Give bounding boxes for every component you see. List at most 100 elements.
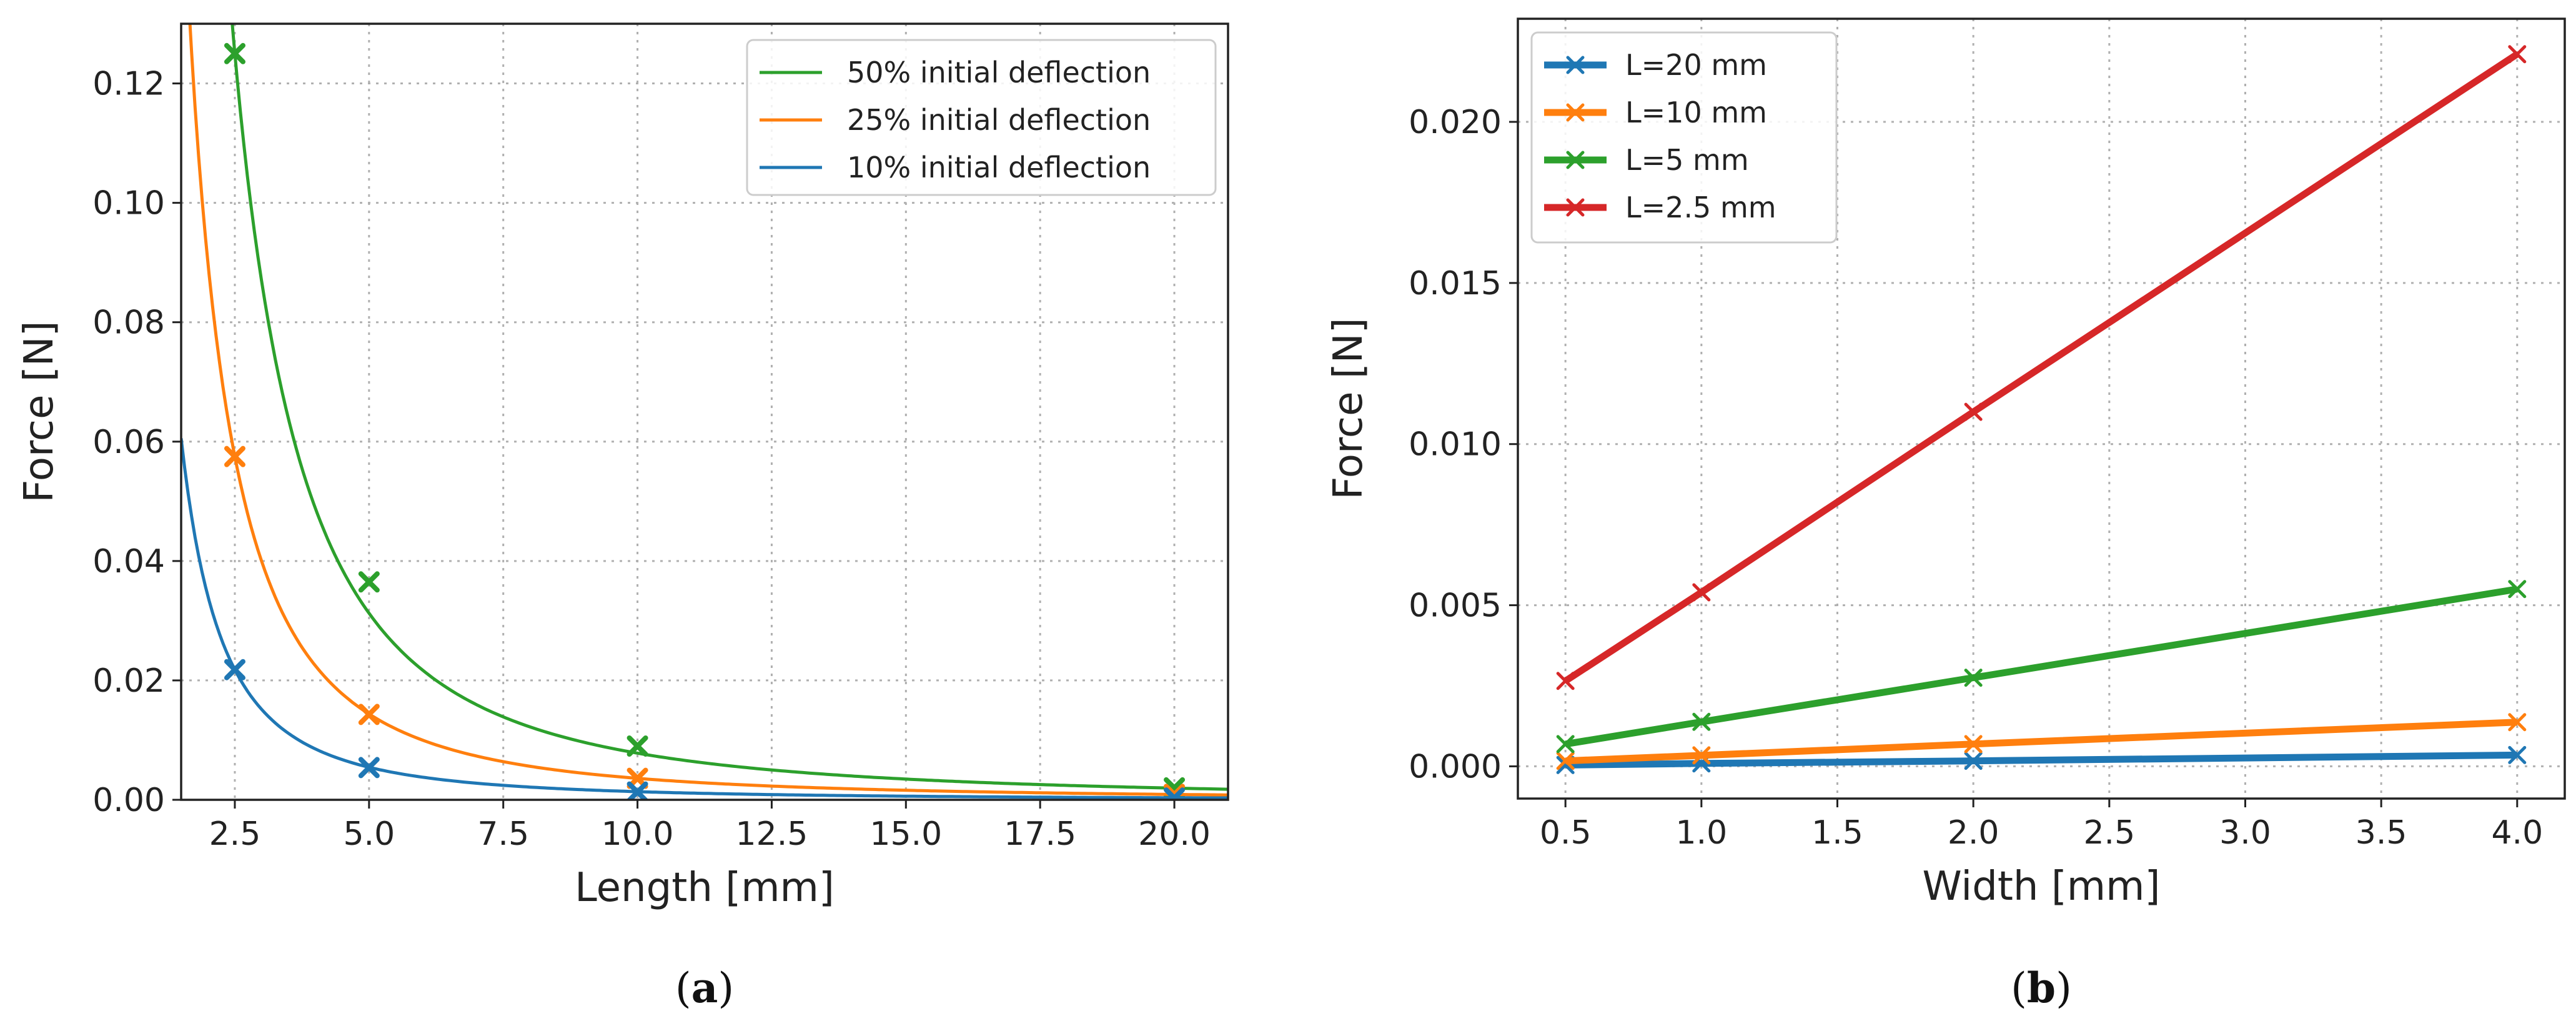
data-point-marker bbox=[1556, 672, 1575, 690]
data-point-marker bbox=[358, 571, 380, 593]
caption-close-paren: ) bbox=[718, 964, 734, 1012]
data-point-marker bbox=[1964, 402, 1983, 421]
data-point-marker-stroke-2 bbox=[1964, 752, 1983, 770]
data-point-marker-stroke-2 bbox=[2508, 580, 2527, 599]
data-point-marker bbox=[224, 659, 245, 680]
data-point-marker bbox=[627, 735, 648, 757]
caption-open-paren: ( bbox=[675, 964, 691, 1012]
y-tick-label: 0.00 bbox=[92, 782, 165, 819]
x-tick-label: 4.0 bbox=[2491, 814, 2543, 852]
panel-caption: (b) bbox=[2011, 964, 2072, 1012]
data-point-marker-stroke-2 bbox=[358, 704, 380, 725]
panel-b-chart: 0.5 1.0 1.5 2.0 2.5 3.0 3.5 4.0 0.000 0.005 0.010 0… bbox=[1325, 17, 2566, 1012]
legend-marker bbox=[1566, 151, 1585, 169]
y-axis-label: Force [N] bbox=[16, 321, 62, 502]
x-tick-label: 7.5 bbox=[477, 815, 529, 853]
data-point-marker-stroke-2 bbox=[1964, 669, 1983, 687]
y-tick-label: 0.000 bbox=[1409, 748, 1502, 785]
panel-caption: (a) bbox=[675, 964, 734, 1012]
x-tick-label: 1.0 bbox=[1675, 814, 1727, 852]
data-point-marker-stroke-2 bbox=[2508, 745, 2527, 764]
data-point-marker-stroke-2 bbox=[627, 735, 648, 757]
x-tick-label: 20.0 bbox=[1138, 815, 1211, 853]
y-tick-label: 0.020 bbox=[1409, 104, 1502, 141]
data-point-marker bbox=[1964, 752, 1983, 770]
data-point-marker bbox=[2508, 45, 2527, 64]
data-point-marker bbox=[2508, 713, 2527, 732]
data-point-marker bbox=[358, 704, 380, 725]
x-tick-label: 3.5 bbox=[2356, 814, 2407, 852]
series-line-3 bbox=[1563, 51, 2519, 684]
plot-area bbox=[1556, 45, 2527, 774]
data-point-marker-stroke-2 bbox=[2508, 45, 2527, 64]
legend-label: L=10 mm bbox=[1625, 96, 1767, 129]
legend-label: 10% initial deflection bbox=[847, 151, 1151, 184]
data-point-marker bbox=[1692, 712, 1711, 731]
y-tick-label: 0.06 bbox=[92, 424, 165, 461]
data-point-marker bbox=[224, 42, 245, 64]
data-point-marker-stroke-2 bbox=[1556, 752, 1575, 770]
x-tick-label: 3.0 bbox=[2219, 814, 2271, 852]
data-point-marker bbox=[2508, 580, 2527, 599]
data-point-marker bbox=[1964, 669, 1983, 687]
caption-close-paren: ) bbox=[2056, 964, 2072, 1012]
plot-frame bbox=[180, 22, 1229, 801]
data-point-marker-stroke-2 bbox=[1692, 583, 1711, 602]
data-point-marker bbox=[358, 757, 380, 779]
data-point-marker-stroke-2 bbox=[627, 781, 648, 800]
data-point-marker-stroke-2 bbox=[1556, 735, 1575, 754]
data-point-marker-stroke-2 bbox=[224, 42, 245, 64]
caption-letter: b bbox=[2027, 964, 2056, 1012]
x-tick-label: 5.0 bbox=[343, 815, 395, 853]
data-point-marker bbox=[1164, 784, 1186, 800]
x-tick-label: 2.5 bbox=[2083, 814, 2135, 852]
series-line-0 bbox=[1565, 751, 2517, 769]
legend-marker-stroke-2 bbox=[1566, 198, 1585, 217]
x-tick-label: 15.0 bbox=[869, 815, 942, 853]
legend-label: L=5 mm bbox=[1625, 143, 1749, 177]
y-tick-label: 0.015 bbox=[1409, 265, 1502, 302]
legend-box bbox=[1530, 31, 1838, 244]
x-tick-label: 0.5 bbox=[1540, 814, 1592, 852]
data-point-marker bbox=[1692, 746, 1711, 765]
data-point-marker bbox=[1556, 752, 1575, 770]
data-point-marker-stroke-2 bbox=[1169, 787, 1186, 800]
y-axis-label: Force [N] bbox=[1325, 317, 1372, 499]
legend-marker bbox=[1566, 56, 1585, 74]
x-tick-label: 12.5 bbox=[736, 815, 808, 853]
legend-label: L=2.5 mm bbox=[1625, 191, 1776, 224]
legend-marker-stroke-2 bbox=[1566, 151, 1585, 169]
legend-marker bbox=[1566, 198, 1585, 217]
plot-area bbox=[181, 24, 1228, 800]
x-tick-label: 2.0 bbox=[1948, 814, 1999, 852]
caption-letter: a bbox=[691, 964, 718, 1012]
y-tick-label: 0.005 bbox=[1409, 587, 1502, 625]
x-axis-label: Length [mm] bbox=[575, 865, 835, 911]
y-tick-label: 0.10 bbox=[92, 185, 165, 222]
series-line-1 bbox=[1565, 719, 2518, 765]
panel-a-chart: 2.5 5.0 7.5 10.0 12.5 15.0 17.5 20.0 0.00 0.02 0.0… bbox=[16, 22, 1229, 1012]
x-tick-label: 10.0 bbox=[602, 815, 674, 853]
data-point-marker bbox=[1556, 735, 1575, 754]
data-point-marker-stroke-2 bbox=[1964, 402, 1983, 421]
data-point-marker-stroke-2 bbox=[358, 571, 380, 593]
data-point-marker-stroke-2 bbox=[224, 659, 245, 680]
legend-label: L=20 mm bbox=[1625, 48, 1767, 82]
series-line-1 bbox=[188, 24, 1228, 797]
x-axis-label: Width [mm] bbox=[1923, 864, 2161, 910]
x-tick-label: 1.5 bbox=[1811, 814, 1863, 852]
data-point-marker bbox=[224, 446, 245, 467]
data-point-marker-stroke-2 bbox=[358, 757, 380, 779]
legend-marker-stroke-2 bbox=[1566, 103, 1585, 122]
series-line-0 bbox=[230, 24, 1228, 791]
data-point-marker-stroke-2 bbox=[1165, 784, 1186, 800]
series-line-2 bbox=[1565, 585, 2518, 748]
data-point-marker bbox=[627, 781, 648, 800]
data-point-marker-stroke-2 bbox=[224, 446, 245, 467]
data-point-marker bbox=[1164, 787, 1186, 800]
data-point-marker bbox=[1964, 735, 1983, 754]
legend-label: 50% initial deflection bbox=[847, 56, 1151, 89]
data-point-marker bbox=[1692, 583, 1711, 602]
y-tick-label: 0.02 bbox=[92, 662, 165, 700]
